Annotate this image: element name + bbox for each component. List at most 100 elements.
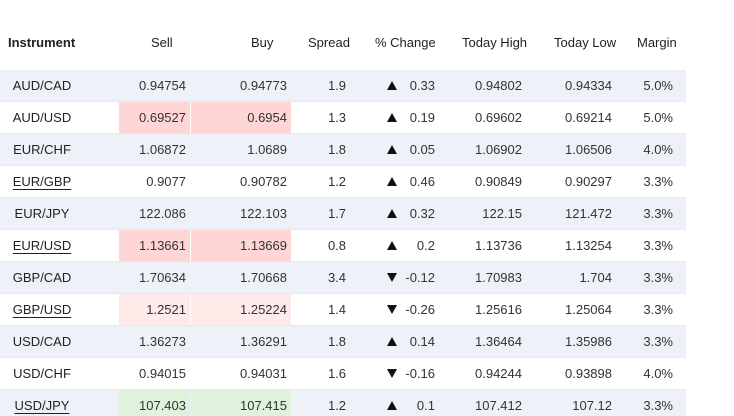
spread-value: 1.9 [327, 78, 347, 93]
percent-change: -0.16 [405, 366, 435, 381]
buy-price[interactable]: 1.36291 [240, 334, 287, 349]
margin-value: 4.0% [643, 366, 673, 381]
buy-price[interactable]: 0.90782 [240, 174, 287, 189]
spread-value: 1.2 [327, 174, 347, 189]
table-row[interactable]: AUD/CAD 0.94754 0.94773 1.9 0.33 0.94802 0.943… [0, 70, 686, 102]
instrument-name: GBP/CAD [12, 270, 72, 285]
header-sell[interactable]: Sell [151, 35, 173, 50]
instrument-name[interactable]: EUR/GBP [12, 174, 72, 189]
buy-price[interactable]: 1.25224 [240, 302, 287, 317]
sell-price[interactable]: 0.94754 [139, 78, 186, 93]
buy-price[interactable]: 1.0689 [247, 142, 287, 157]
today-high: 122.15 [482, 206, 522, 221]
triangle-up-icon [387, 70, 397, 101]
buy-price[interactable]: 107.415 [240, 398, 287, 413]
triangle-up-icon [387, 390, 397, 416]
percent-change: 0.19 [409, 110, 435, 125]
today-high: 1.25616 [475, 302, 522, 317]
table-row[interactable]: GBP/CAD 1.70634 1.70668 3.4 -0.12 1.70983 1.70… [0, 262, 686, 294]
spread-value: 1.4 [327, 302, 347, 317]
today-low: 1.35986 [565, 334, 612, 349]
sell-price[interactable]: 122.086 [139, 206, 186, 221]
today-low: 107.12 [572, 398, 612, 413]
spread-value: 3.4 [327, 270, 347, 285]
triangle-up-icon [387, 230, 397, 261]
margin-value: 3.3% [643, 270, 673, 285]
sell-highlight [119, 102, 190, 133]
table-row[interactable]: EUR/USD 1.13661 1.13669 0.8 0.2 1.13736 1.1325… [0, 230, 686, 262]
margin-value: 4.0% [643, 142, 673, 157]
header-spread[interactable]: Spread [308, 35, 350, 50]
sell-highlight [119, 390, 190, 416]
instrument-name: USD/CAD [12, 334, 72, 349]
today-high: 1.36464 [475, 334, 522, 349]
buy-price[interactable]: 0.6954 [247, 110, 287, 125]
percent-change: 0.1 [416, 398, 435, 413]
sell-price[interactable]: 0.9077 [146, 174, 186, 189]
buy-highlight [191, 102, 291, 133]
buy-price[interactable]: 1.70668 [240, 270, 287, 285]
today-low: 0.69214 [565, 110, 612, 125]
spread-value: 0.8 [327, 238, 347, 253]
table-row[interactable]: EUR/JPY 122.086 122.103 1.7 0.32 122.15 121.47… [0, 198, 686, 230]
today-low: 1.25064 [565, 302, 612, 317]
instrument-name: AUD/CAD [12, 78, 72, 93]
buy-price[interactable]: 1.13669 [240, 238, 287, 253]
today-high: 1.70983 [475, 270, 522, 285]
today-low: 0.93898 [565, 366, 612, 381]
table-row[interactable]: GBP/USD 1.2521 1.25224 1.4 -0.26 1.25616 1.250… [0, 294, 686, 326]
sell-price[interactable]: 1.06872 [139, 142, 186, 157]
sell-price[interactable]: 1.36273 [139, 334, 186, 349]
sell-price[interactable]: 1.70634 [139, 270, 186, 285]
header-margin[interactable]: Margin [637, 35, 677, 50]
buy-price[interactable]: 0.94773 [240, 78, 287, 93]
header-change[interactable]: % Change [375, 35, 436, 50]
header-buy[interactable]: Buy [251, 35, 274, 50]
percent-change: -0.12 [405, 270, 435, 285]
sell-price[interactable]: 0.94015 [139, 366, 186, 381]
margin-value: 3.3% [643, 398, 673, 413]
header-today-low[interactable]: Today Low [554, 35, 617, 50]
buy-highlight [191, 390, 291, 416]
buy-price[interactable]: 122.103 [240, 206, 287, 221]
instrument-name[interactable]: EUR/USD [12, 238, 72, 253]
header-today-high[interactable]: Today High [462, 35, 528, 50]
table-row[interactable]: USD/CAD 1.36273 1.36291 1.8 0.14 1.36464 1.359… [0, 326, 686, 358]
sell-highlight [119, 230, 190, 261]
buy-price[interactable]: 0.94031 [240, 366, 287, 381]
instrument-name[interactable]: USD/JPY [14, 398, 70, 413]
today-low: 1.13254 [565, 238, 612, 253]
table-row[interactable]: EUR/GBP 0.9077 0.90782 1.2 0.46 0.90849 0.9029… [0, 166, 686, 198]
table-row[interactable]: EUR/CHF 1.06872 1.0689 1.8 0.05 1.06902 1.0650… [0, 134, 686, 166]
spread-value: 1.8 [327, 142, 347, 157]
table-header: Instrument Sell Buy Spread % Change Toda… [0, 0, 734, 70]
today-high: 0.94802 [475, 78, 522, 93]
triangle-up-icon [387, 134, 397, 165]
sell-price[interactable]: 1.13661 [139, 238, 186, 253]
table-row[interactable]: AUD/USD 0.69527 0.6954 1.3 0.19 0.69602 0.6921… [0, 102, 686, 134]
percent-change: 0.05 [409, 142, 435, 157]
sell-price[interactable]: 1.2521 [146, 302, 186, 317]
margin-value: 3.3% [643, 302, 673, 317]
triangle-up-icon [387, 326, 397, 357]
sell-price[interactable]: 107.403 [139, 398, 186, 413]
spread-value: 1.8 [327, 334, 347, 349]
triangle-down-icon [387, 294, 397, 325]
margin-value: 3.3% [643, 238, 673, 253]
spread-value: 1.7 [327, 206, 347, 221]
margin-value: 5.0% [643, 78, 673, 93]
header-instrument[interactable]: Instrument [8, 35, 76, 50]
margin-value: 3.3% [643, 206, 673, 221]
instrument-name[interactable]: GBP/USD [12, 302, 72, 317]
table-row[interactable]: USD/JPY 107.403 107.415 1.2 0.1 107.412 107.12… [0, 390, 686, 416]
margin-value: 3.3% [643, 334, 673, 349]
table-row[interactable]: USD/CHF 0.94015 0.94031 1.6 -0.16 0.94244 0.93… [0, 358, 686, 390]
today-low: 1.704 [579, 270, 612, 285]
sell-price[interactable]: 0.69527 [139, 110, 186, 125]
today-high: 0.90849 [475, 174, 522, 189]
margin-value: 5.0% [643, 110, 673, 125]
today-low: 121.472 [565, 206, 612, 221]
buy-highlight [191, 230, 291, 261]
instrument-name: EUR/CHF [13, 142, 71, 157]
